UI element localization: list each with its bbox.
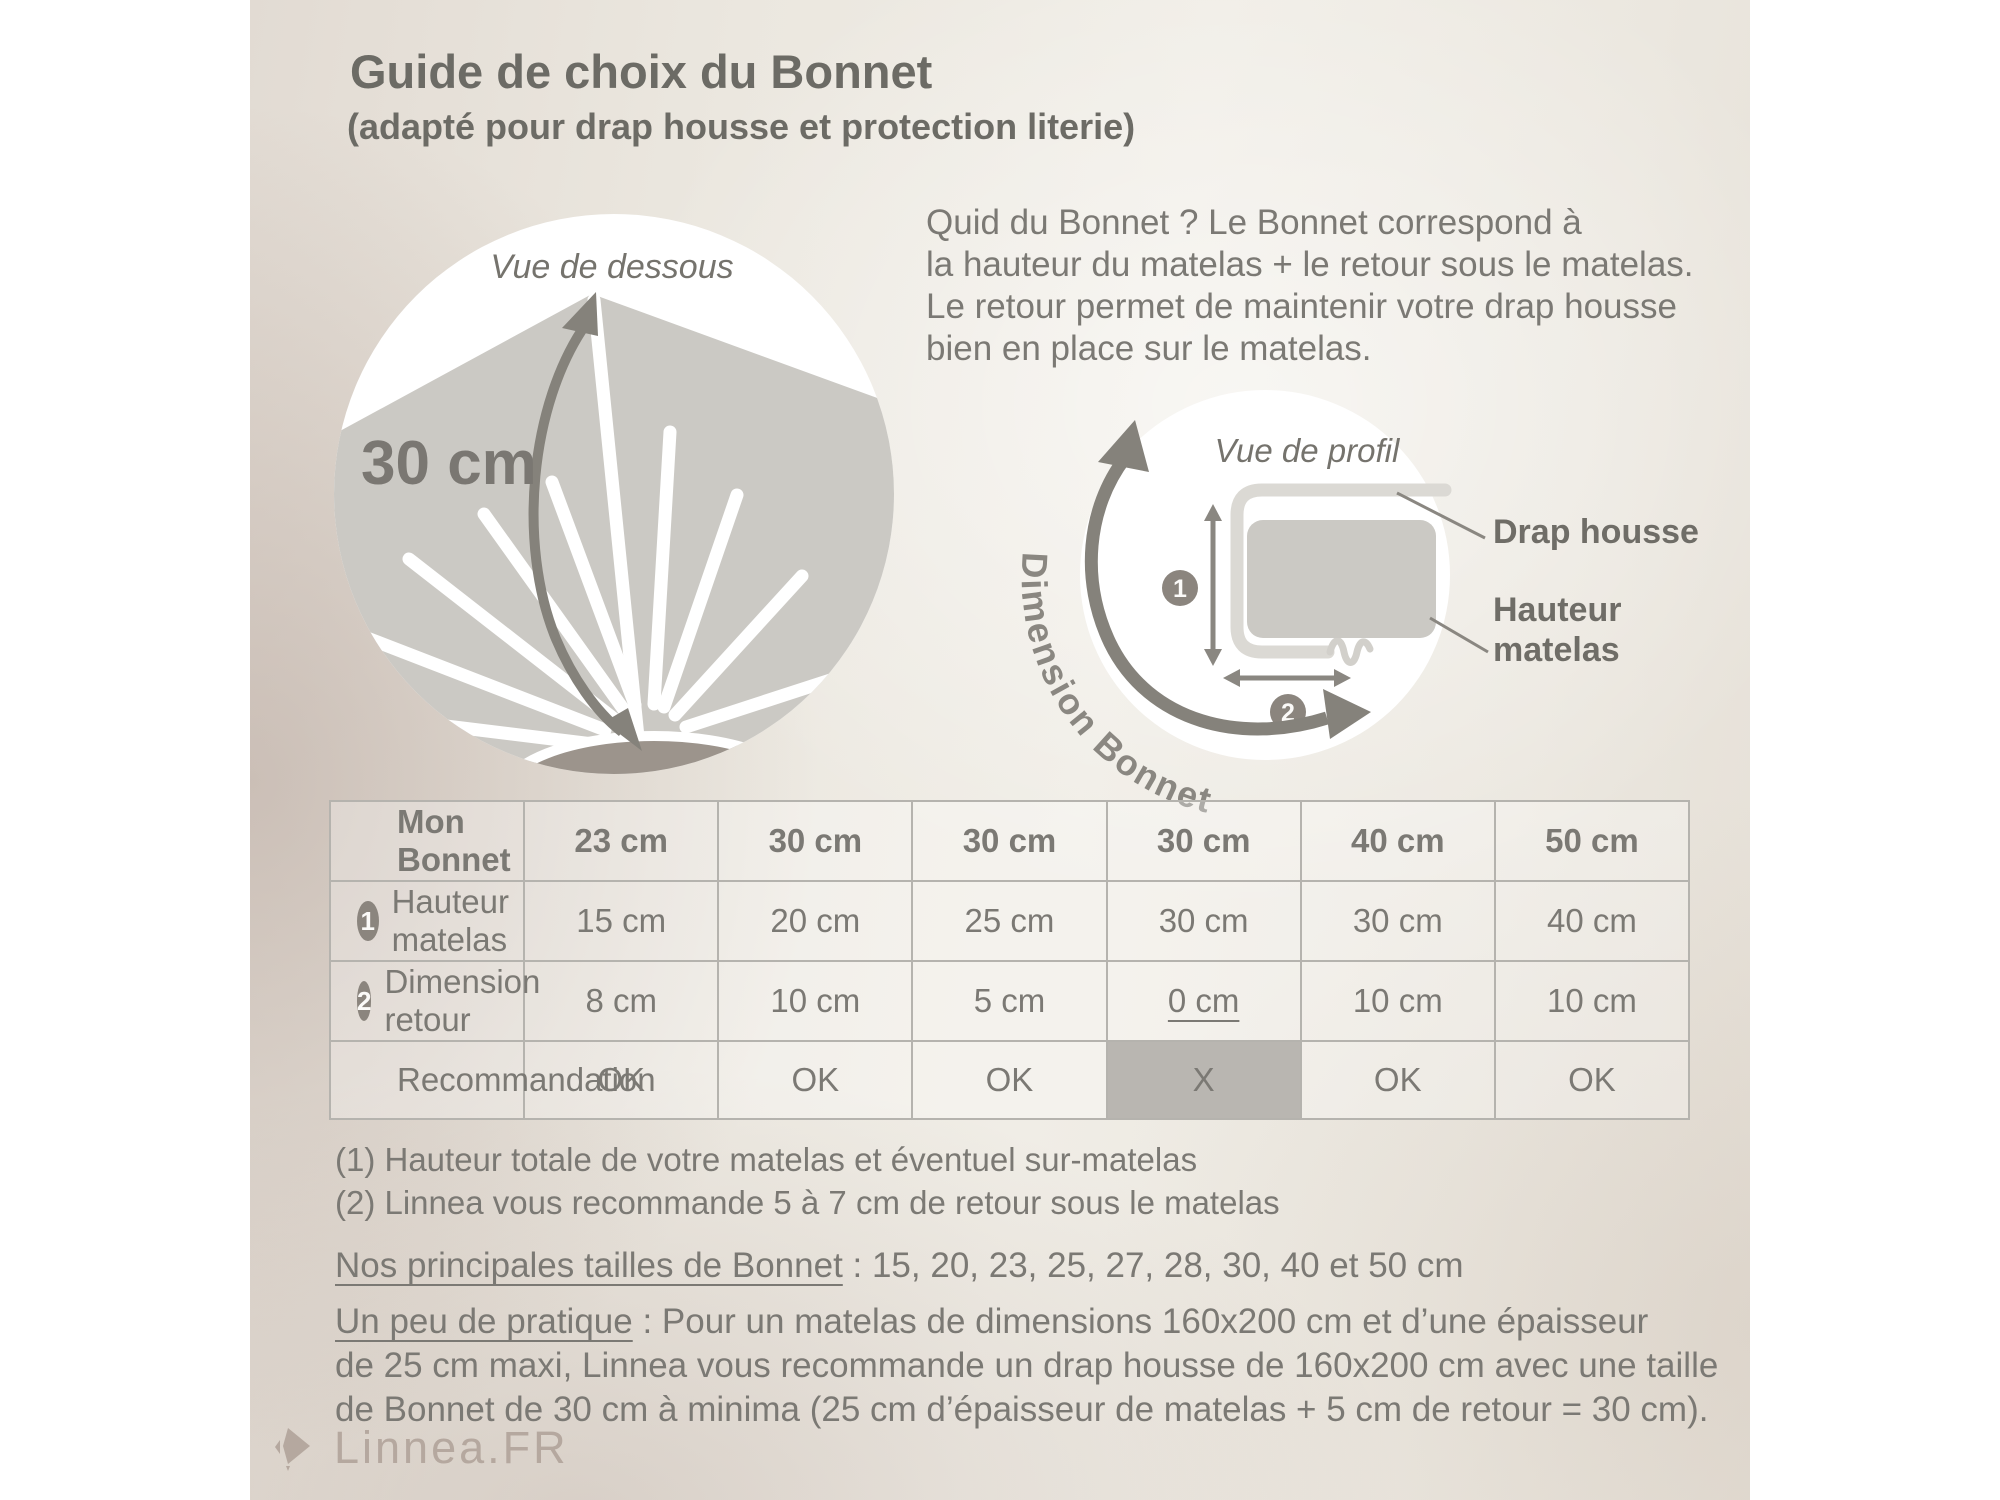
callout-matelas-line: matelas [1493, 631, 1620, 669]
row-label-cell: Recommandation [328, 1040, 656, 1120]
linnea-logo: Linnea.FR [274, 1422, 569, 1474]
table-header-cell: 30 cm [911, 800, 1108, 882]
arrowhead-up [1204, 504, 1222, 521]
bonnet-table: Mon Bonnet 23 cm 30 cm 30 cm 30 cm 40 cm… [328, 800, 1691, 1120]
table-header-cell: 30 cm [717, 800, 914, 882]
table-header-cell: 50 cm [1493, 800, 1691, 882]
footnotes: (1) Hauteur totale de votre matelas et é… [335, 1138, 1280, 1224]
mattress-profile [1247, 520, 1436, 638]
table-header-cell: 40 cm [1299, 800, 1496, 882]
table-cell: OK [911, 1040, 1108, 1120]
table-header-row: Mon Bonnet 23 cm 30 cm 30 cm 30 cm 40 cm… [328, 800, 1691, 882]
row-label-cell: 1 Hauteur matelas [328, 880, 526, 962]
linnea-logo-icon [275, 1428, 310, 1471]
practice-line-3: de Bonnet de 30 cm à minima (25 cm d’épa… [335, 1390, 1709, 1429]
profile-view-diagram: 1 2 Dimension Bonnet Vue de profil [1013, 390, 1489, 821]
footnote-1: (1) Hauteur totale de votre matelas et é… [335, 1141, 1198, 1178]
svg-text:1: 1 [1173, 575, 1187, 603]
practice-paragraph: Un peu de pratique : Pour un matelas de … [335, 1300, 1718, 1432]
practice-underlined: Un peu de pratique [335, 1302, 633, 1341]
intro-line: Le retour permet de maintenir votre drap… [926, 287, 1677, 326]
bottom-view-label: Vue de dessous [490, 248, 733, 286]
bottom-view-diagram: Vue de dessous 30 cm [334, 214, 894, 774]
profile-view-label: Vue de profil [1215, 432, 1401, 469]
table-cell: 8 cm [523, 960, 720, 1042]
table-row-dimension-retour: 2 Dimension retour 8 cm 10 cm 5 cm 0 cm … [328, 960, 1691, 1042]
table-cell: 25 cm [911, 880, 1108, 962]
table-header-cell: 23 cm [523, 800, 720, 882]
row-label-cell: 2 Dimension retour [328, 960, 540, 1042]
table-cell: 40 cm [1493, 880, 1691, 962]
linnea-logo-text: Linnea.FR [334, 1422, 569, 1473]
intro-paragraph: Quid du Bonnet ? Le Bonnet correspond à … [926, 202, 1694, 370]
sizes-line: Nos principales tailles de Bonnet : 15, … [335, 1246, 1464, 1286]
page-subtitle: (adapté pour drap housse et protection l… [347, 106, 1136, 147]
table-cell: OK [1493, 1040, 1691, 1120]
practice-line-2: de 25 cm maxi, Linnea vous recommande un… [335, 1346, 1719, 1385]
elastic-squiggle [1326, 637, 1374, 666]
table-cell: 10 cm [1299, 960, 1496, 1042]
callout-hauteur-matelas: Hauteur matelas [1493, 590, 1621, 670]
practice-line-1: Un peu de pratique : Pour un matelas de … [335, 1300, 1718, 1344]
table-cell: 10 cm [717, 960, 914, 1042]
table-cell-not-recommended: X [1105, 1040, 1302, 1120]
bottom-view-measure: 30 cm [361, 429, 537, 498]
table-cell: OK [523, 1040, 720, 1120]
table-cell: 10 cm [1493, 960, 1691, 1042]
content-canvas: Guide de choix du Bonnet (adapté pour dr… [250, 0, 1750, 1500]
intro-line: la hauteur du matelas + le retour sous l… [926, 245, 1694, 284]
sizes-line-underlined: Nos principales tailles de Bonnet [335, 1246, 843, 1285]
badge-2: 2 [357, 981, 372, 1021]
marker-1-badge: 1 [1162, 570, 1198, 606]
callout-hauteur-line: Hauteur [1493, 591, 1622, 629]
arrowhead-left [1223, 669, 1240, 687]
table-cell: 20 cm [717, 880, 914, 962]
table-cell: 30 cm [1105, 880, 1302, 962]
footnote-2: (2) Linnea vous recommande 5 à 7 cm de r… [335, 1184, 1280, 1221]
arrowhead-right [1334, 669, 1351, 687]
table-cell: OK [1299, 1040, 1496, 1120]
table-cell: 30 cm [1299, 880, 1496, 962]
fitted-sheet-outline [1230, 483, 1452, 659]
callout-line-mattress [1429, 616, 1489, 654]
row-label: Dimension retour [384, 963, 541, 1038]
table-cell-zero-retour: 0 cm [1105, 960, 1302, 1042]
arrowhead-down [1204, 649, 1222, 666]
page-title: Guide de choix du Bonnet [350, 45, 933, 98]
table-cell: 15 cm [523, 880, 720, 962]
callout-drap-housse: Drap housse [1493, 513, 1699, 551]
table-cell: OK [717, 1040, 914, 1120]
table-header-cell: 30 cm [1105, 800, 1302, 882]
intro-line: Quid du Bonnet ? Le Bonnet correspond à [926, 203, 1582, 242]
table-row-hauteur-matelas: 1 Hauteur matelas 15 cm 20 cm 25 cm 30 c… [328, 880, 1691, 962]
dimension-bonnet-arrow [1084, 420, 1371, 739]
bonnet-measure-arrow [528, 292, 642, 751]
callout-line-sheet [1396, 491, 1486, 540]
practice-line-1-rest: : Pour un matelas de dimensions 160x200 … [632, 1302, 1649, 1341]
table-row-recommandation: Recommandation OK OK OK X OK OK [328, 1040, 1691, 1120]
intro-line: bien en place sur le matelas. [926, 329, 1372, 368]
row-label: Hauteur matelas [391, 883, 509, 958]
table-header-label: Mon Bonnet [328, 800, 526, 882]
table-cell: 5 cm [911, 960, 1108, 1042]
badge-1: 1 [357, 901, 379, 941]
sizes-line-rest: : 15, 20, 23, 25, 27, 28, 30, 40 et 50 c… [842, 1246, 1464, 1285]
